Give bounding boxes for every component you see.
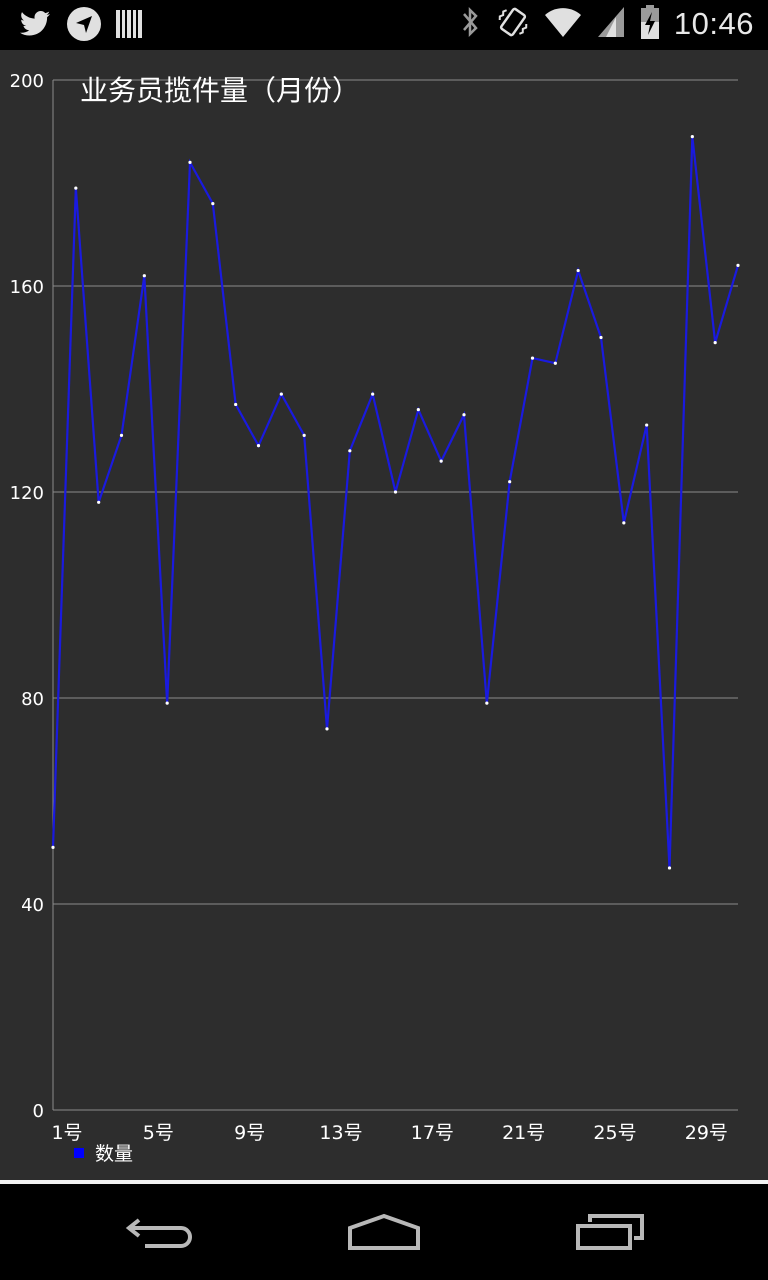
recent-apps-icon bbox=[576, 1214, 644, 1250]
divider bbox=[0, 1180, 768, 1184]
line-chart: 0 40 80 120 160 200 1号 5号 9号 13号 17号 21号 25号 29号 业务员揽… bbox=[10, 71, 740, 1165]
data-point bbox=[713, 341, 717, 345]
cell-signal-icon bbox=[596, 5, 626, 43]
home-button[interactable] bbox=[334, 1202, 434, 1262]
data-point bbox=[530, 356, 535, 360]
data-point bbox=[576, 268, 580, 273]
y-tick-label: 40 bbox=[21, 895, 44, 916]
data-point bbox=[439, 459, 443, 463]
data-point bbox=[211, 202, 215, 206]
data-point bbox=[74, 186, 78, 190]
y-tick-label: 80 bbox=[21, 689, 44, 710]
twitter-icon bbox=[18, 7, 52, 45]
back-button[interactable] bbox=[110, 1202, 210, 1262]
barcode-icon bbox=[116, 8, 144, 44]
data-point bbox=[690, 135, 694, 139]
x-tick-label: 5号 bbox=[143, 1122, 174, 1144]
chart-title: 业务员揽件量（月份） bbox=[80, 74, 360, 107]
bluetooth-icon bbox=[458, 4, 482, 44]
x-tick-label: 1号 bbox=[51, 1122, 82, 1144]
data-point bbox=[97, 500, 101, 504]
data-point bbox=[416, 408, 420, 412]
status-time: 10:46 bbox=[673, 6, 754, 41]
data-point bbox=[462, 413, 466, 417]
data-point bbox=[142, 274, 146, 278]
data-point bbox=[348, 449, 352, 453]
x-tick-label: 21号 bbox=[502, 1122, 545, 1144]
data-point bbox=[371, 392, 375, 396]
data-point bbox=[325, 727, 329, 731]
location-pin-icon bbox=[66, 6, 102, 46]
data-point bbox=[165, 701, 169, 705]
home-icon bbox=[348, 1213, 420, 1250]
x-tick-label: 17号 bbox=[411, 1122, 454, 1144]
data-point bbox=[51, 845, 55, 849]
data-point bbox=[645, 423, 649, 427]
data-point bbox=[256, 444, 261, 448]
battery-charging-icon bbox=[640, 4, 660, 44]
data-point bbox=[188, 160, 192, 164]
data-point bbox=[622, 521, 626, 525]
x-tick-label: 29号 bbox=[685, 1122, 728, 1144]
y-tick-label: 0 bbox=[33, 1101, 44, 1122]
status-bar: 10:46 bbox=[0, 0, 768, 50]
x-tick-label: 25号 bbox=[593, 1122, 636, 1144]
navigation-bar bbox=[0, 1184, 768, 1280]
x-tick-label: 13号 bbox=[319, 1122, 362, 1144]
wifi-icon bbox=[544, 5, 582, 43]
y-tick-label: 160 bbox=[10, 277, 44, 298]
legend-label: 数量 bbox=[95, 1143, 133, 1165]
series-layer bbox=[51, 135, 740, 870]
chart-area: 0 40 80 120 160 200 1号 5号 9号 13号 17号 21号 25号 29号 业务员揽… bbox=[0, 50, 768, 1180]
data-point bbox=[667, 866, 672, 870]
y-tick-label: 120 bbox=[10, 483, 44, 504]
back-icon bbox=[125, 1218, 192, 1248]
series-line bbox=[51, 136, 740, 869]
data-point bbox=[234, 402, 238, 407]
data-point bbox=[508, 480, 512, 484]
legend: 数量 bbox=[74, 1143, 133, 1165]
data-point bbox=[553, 361, 557, 365]
data-point bbox=[485, 701, 489, 705]
data-point bbox=[302, 433, 306, 437]
vibrate-icon bbox=[496, 4, 530, 44]
x-tick-label: 9号 bbox=[234, 1122, 265, 1144]
y-tick-label: 200 bbox=[10, 71, 44, 92]
data-point bbox=[119, 433, 124, 437]
data-point bbox=[599, 335, 603, 340]
legend-swatch bbox=[74, 1148, 84, 1158]
data-point bbox=[393, 490, 398, 494]
axis-layer: 0 40 80 120 160 200 1号 5号 9号 13号 17号 21号 25号 29号 bbox=[10, 71, 738, 1144]
data-point bbox=[279, 392, 283, 396]
recent-apps-button[interactable] bbox=[560, 1202, 660, 1262]
data-point bbox=[736, 263, 740, 267]
